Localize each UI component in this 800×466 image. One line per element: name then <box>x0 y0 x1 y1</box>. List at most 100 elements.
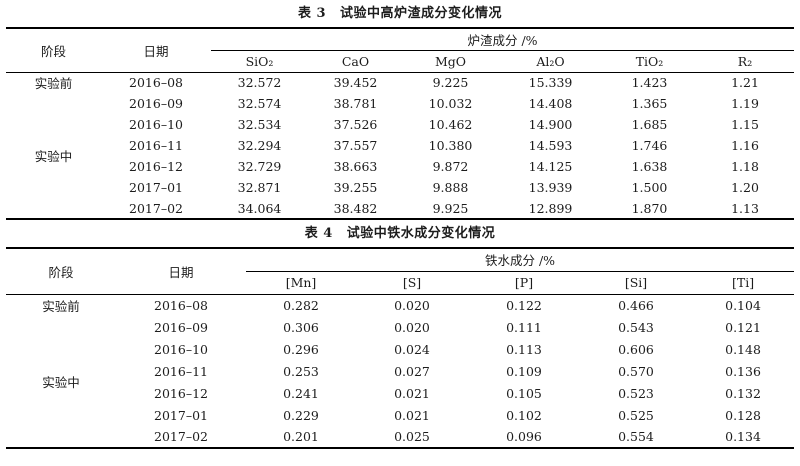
value-cell: 0.253 <box>283 363 319 379</box>
table-row: 2016–10 0.296 0.024 0.113 0.606 0.148 <box>6 338 794 360</box>
table-row: 2016–10 32.534 37.526 10.462 14.900 1.68… <box>6 114 794 135</box>
value-cell: 10.462 <box>428 117 473 132</box>
value-cell: 0.201 <box>283 429 319 444</box>
table4-header-group: 铁水成分 /% <box>246 248 795 272</box>
value-cell: 9.888 <box>432 180 469 195</box>
value-cell: 0.570 <box>618 363 654 379</box>
value-cell: 1.870 <box>631 200 668 216</box>
table4-caption-text: 试验中铁水成分变化情况 <box>346 226 496 241</box>
table4-header-stage: 阶段 <box>48 264 74 280</box>
table4: 阶段 日期 铁水成分 /% [Mn] [S] [P] [Si] [Ti] 实验前… <box>6 247 795 449</box>
table4-body: 实验前 2016–08 0.282 0.020 0.122 0.466 0.10… <box>6 294 794 448</box>
value-cell: 0.025 <box>394 429 430 444</box>
value-cell: 0.096 <box>506 429 542 444</box>
value-cell: 32.574 <box>237 96 282 111</box>
table3-header-date: 日期 <box>143 43 169 59</box>
table-row: 实验前 2016–08 0.282 0.020 0.122 0.466 0.10… <box>6 294 794 316</box>
value-cell: 0.136 <box>725 363 761 379</box>
value-cell: 0.111 <box>506 319 542 335</box>
value-cell: 0.148 <box>725 341 761 357</box>
table4-head: 阶段 日期 铁水成分 /% [Mn] [S] [P] [Si] [Ti] <box>6 248 795 294</box>
value-cell: 1.21 <box>731 75 759 91</box>
date-cell: 2016–11 <box>154 363 208 379</box>
value-cell: 9.872 <box>432 159 469 174</box>
value-cell: 0.113 <box>506 341 542 357</box>
value-cell: 0.554 <box>618 429 654 444</box>
value-cell: 9.925 <box>432 200 469 216</box>
value-cell: 0.282 <box>283 297 319 313</box>
stage-label: 实验中 <box>34 149 73 164</box>
value-cell: 10.032 <box>428 96 473 111</box>
value-cell: 0.606 <box>618 341 654 357</box>
value-cell: 32.534 <box>237 117 282 132</box>
table-row: 实验中 2016–09 32.574 38.781 10.032 14.408 … <box>6 93 794 164</box>
value-cell: 0.109 <box>506 363 542 379</box>
table-row: 2017–01 0.229 0.021 0.102 0.525 0.128 <box>6 404 794 426</box>
value-cell: 15.339 <box>528 75 573 91</box>
value-cell: 0.128 <box>725 407 761 423</box>
table3-head: 阶段 日期 炉渣成分 /% SiO₂ CaO MgO Al₂O TiO₂ R₂ <box>6 28 795 72</box>
table3-col-tio2: TiO₂ <box>635 53 664 69</box>
table3-body: 实验前 2016–08 32.572 39.452 9.225 15.339 1… <box>6 72 794 219</box>
table-row: 2016–12 32.729 38.663 9.872 14.125 1.638… <box>6 156 794 177</box>
value-cell: 38.781 <box>333 96 378 111</box>
value-cell: 1.18 <box>731 159 759 174</box>
value-cell: 32.572 <box>237 75 282 91</box>
value-cell: 37.557 <box>333 138 378 153</box>
value-cell: 1.16 <box>731 138 759 153</box>
value-cell: 9.225 <box>432 75 469 91</box>
value-cell: 1.19 <box>731 96 759 111</box>
table-row: 2016–11 0.253 0.027 0.109 0.570 0.136 <box>6 360 794 382</box>
date-cell: 2016–09 <box>129 96 183 111</box>
table3-caption: 表 3 试验中高炉渣成分变化情况 <box>6 0 794 27</box>
value-cell: 37.526 <box>333 117 378 132</box>
value-cell: 0.021 <box>394 385 430 401</box>
value-cell: 0.104 <box>725 297 761 313</box>
table-row: 实验前 2016–08 32.572 39.452 9.225 15.339 1… <box>6 72 794 93</box>
date-cell: 2016–10 <box>154 341 208 357</box>
table3-col-mgo: MgO <box>434 53 467 69</box>
table3-col-sio2: SiO₂ <box>245 53 274 69</box>
value-cell: 38.663 <box>333 159 378 174</box>
value-cell: 38.482 <box>333 200 378 216</box>
table4-caption-tag: 表 4 <box>304 226 333 241</box>
value-cell: 0.296 <box>283 341 319 357</box>
value-cell: 0.229 <box>283 407 319 423</box>
value-cell: 1.500 <box>631 180 668 195</box>
value-cell: 1.685 <box>631 117 668 132</box>
stage-label: 实验前 <box>34 76 73 92</box>
table-row: 2016–12 0.241 0.021 0.105 0.523 0.132 <box>6 382 794 404</box>
value-cell: 0.523 <box>618 385 654 401</box>
value-cell: 0.121 <box>725 319 761 335</box>
table4-col-si: [Si] <box>624 275 648 290</box>
table3-col-al2o: Al₂O <box>536 53 565 69</box>
value-cell: 13.939 <box>528 180 573 195</box>
table3-col-cao: CaO <box>341 53 370 69</box>
value-cell: 1.423 <box>631 75 668 91</box>
table4-col-ti: [Ti] <box>731 275 755 290</box>
value-cell: 32.294 <box>237 138 282 153</box>
table-row: 2017–02 0.201 0.025 0.096 0.554 0.134 <box>6 426 794 448</box>
table-row: 2017–01 32.871 39.255 9.888 13.939 1.500… <box>6 177 794 198</box>
date-cell: 2016–11 <box>129 138 183 153</box>
table3-caption-tag: 表 3 <box>297 6 327 21</box>
date-cell: 2016–12 <box>154 385 208 401</box>
value-cell: 0.132 <box>725 385 761 401</box>
stage-label: 实验中 <box>42 375 80 390</box>
value-cell: 0.020 <box>394 319 430 335</box>
date-cell: 2017–02 <box>129 200 183 216</box>
table4-caption: 表 4 试验中铁水成分变化情况 <box>6 220 794 247</box>
value-cell: 1.20 <box>731 180 759 195</box>
table3-header-group: 炉渣成分 /% <box>211 28 795 51</box>
value-cell: 0.027 <box>394 363 430 379</box>
value-cell: 0.024 <box>394 341 430 357</box>
value-cell: 0.102 <box>506 407 542 423</box>
table3: 阶段 日期 炉渣成分 /% SiO₂ CaO MgO Al₂O TiO₂ R₂ … <box>6 27 795 220</box>
value-cell: 1.15 <box>731 117 759 132</box>
table4-section: 表 4 试验中铁水成分变化情况 阶段 日期 铁水成分 /% [Mn] [S] [P… <box>6 220 795 449</box>
value-cell: 0.543 <box>618 319 654 335</box>
table-row: 实验中 2016–09 0.306 0.020 0.111 0.543 0.12… <box>6 316 794 391</box>
stage-label: 实验前 <box>42 298 80 314</box>
table4-col-s: [S] <box>402 275 422 290</box>
date-cell: 2017–01 <box>129 180 183 195</box>
